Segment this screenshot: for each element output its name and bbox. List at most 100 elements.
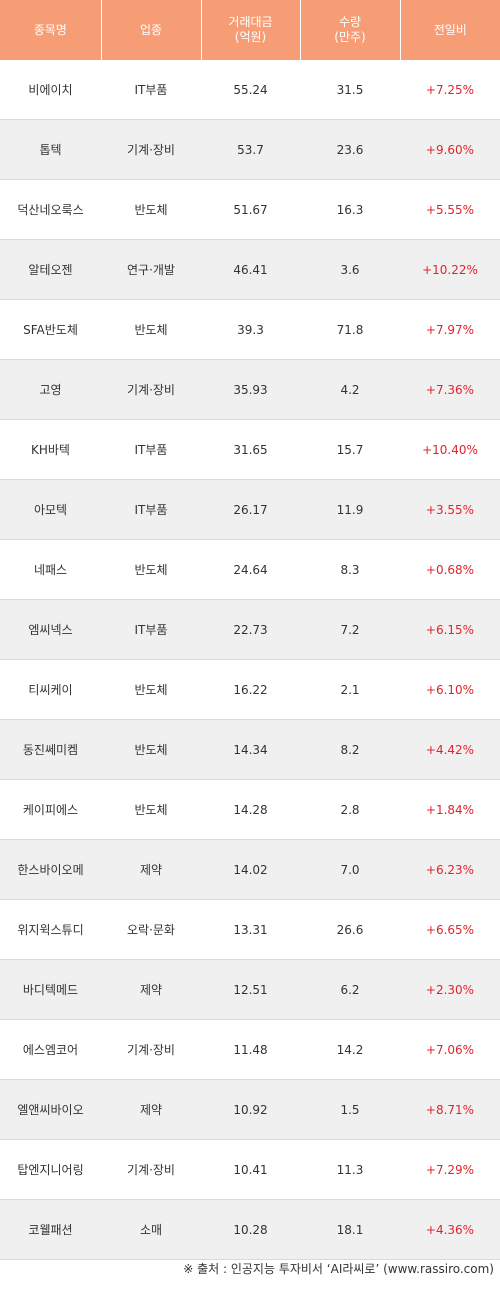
volume-cell: 3.6: [300, 239, 400, 300]
change-cell: +3.55%: [400, 479, 500, 540]
trade-amount-cell: 55.24: [201, 60, 300, 120]
change-cell: +6.23%: [400, 839, 500, 900]
sector-cell: 기계·장비: [101, 1139, 201, 1200]
header-row: 종목명 업종 거래대금 (억원) 수량 (만주) 전일비: [0, 0, 500, 60]
stock-name-cell: 덕산네오룩스: [0, 179, 101, 240]
table-row: 톱텍 기계·장비 53.7 23.6 +9.60%: [0, 119, 500, 180]
trade-amount-cell: 16.22: [201, 659, 300, 720]
volume-cell: 71.8: [300, 299, 400, 360]
stock-name-cell: 비에이치: [0, 60, 101, 120]
trade-amount-cell: 24.64: [201, 539, 300, 600]
volume-cell: 2.1: [300, 659, 400, 720]
sector-cell: 반도체: [101, 719, 201, 780]
stock-name-cell: 한스바이오메: [0, 839, 101, 900]
trade-amount-cell: 13.31: [201, 899, 300, 960]
volume-cell: 1.5: [300, 1079, 400, 1140]
stock-name-cell: 코웰패션: [0, 1199, 101, 1260]
stock-name-cell: 에스엠코어: [0, 1019, 101, 1080]
change-cell: +2.30%: [400, 959, 500, 1020]
change-cell: +7.06%: [400, 1019, 500, 1080]
table-row: 한스바이오메 제약 14.02 7.0 +6.23%: [0, 839, 500, 900]
stock-name-cell: 네패스: [0, 539, 101, 600]
header-stock-name-label: 종목명: [33, 22, 67, 37]
header-sector-label: 업종: [139, 22, 163, 37]
source-footer: ※ 출처 : 인공지능 투자비서 ‘AI라씨로’ (www.rassiro.co…: [183, 1262, 494, 1276]
stock-name-cell: 알테오젠: [0, 239, 101, 300]
change-cell: +7.25%: [400, 60, 500, 120]
volume-cell: 2.8: [300, 779, 400, 840]
trade-amount-cell: 12.51: [201, 959, 300, 1020]
stock-name-cell: 동진쎄미켐: [0, 719, 101, 780]
table-row: 탑엔지니어링 기계·장비 10.41 11.3 +7.29%: [0, 1139, 500, 1200]
trade-amount-cell: 11.48: [201, 1019, 300, 1080]
volume-cell: 4.2: [300, 359, 400, 420]
volume-cell: 15.7: [300, 419, 400, 480]
stock-name-cell: 톱텍: [0, 119, 101, 180]
header-volume-label: 수량: [338, 15, 362, 29]
stock-name-cell: 엘앤씨바이오: [0, 1079, 101, 1140]
volume-cell: 11.9: [300, 479, 400, 540]
table-body: 비에이치 IT부품 55.24 31.5 +7.25% 톱텍 기계·장비 53.7 23.6 +9…: [0, 60, 500, 1260]
stock-name-cell: SFA반도체: [0, 299, 101, 360]
table-row: 덕산네오룩스 반도체 51.67 16.3 +5.55%: [0, 179, 500, 240]
volume-cell: 7.0: [300, 839, 400, 900]
sector-cell: 기계·장비: [101, 359, 201, 420]
table-row: 에스엠코어 기계·장비 11.48 14.2 +7.06%: [0, 1019, 500, 1080]
table-row: 코웰패션 소매 10.28 18.1 +4.36%: [0, 1199, 500, 1260]
stock-name-cell: 위지윅스튜디: [0, 899, 101, 960]
sector-cell: IT부품: [101, 479, 201, 540]
change-cell: +5.55%: [400, 179, 500, 240]
table-row: 케이피에스 반도체 14.28 2.8 +1.84%: [0, 779, 500, 840]
table-row: SFA반도체 반도체 39.3 71.8 +7.97%: [0, 299, 500, 360]
sector-cell: 기계·장비: [101, 119, 201, 180]
table-row: 엘앤씨바이오 제약 10.92 1.5 +8.71%: [0, 1079, 500, 1140]
volume-cell: 7.2: [300, 599, 400, 660]
trade-amount-cell: 31.65: [201, 419, 300, 480]
header-change-label: 전일비: [433, 22, 467, 37]
header-change: 전일비: [399, 0, 500, 60]
sector-cell: 반도체: [101, 299, 201, 360]
header-sector: 업종: [100, 0, 201, 60]
trade-amount-cell: 46.41: [201, 239, 300, 300]
volume-cell: 31.5: [300, 60, 400, 120]
stock-name-cell: 엠씨넥스: [0, 599, 101, 660]
header-trade-amount-label: 거래대금: [228, 15, 273, 29]
sector-cell: 제약: [101, 1079, 201, 1140]
volume-cell: 16.3: [300, 179, 400, 240]
sector-cell: 기계·장비: [101, 1019, 201, 1080]
table-header: 종목명 업종 거래대금 (억원) 수량 (만주) 전일비: [0, 0, 500, 60]
stock-name-cell: 바디텍메드: [0, 959, 101, 1020]
trade-amount-cell: 26.17: [201, 479, 300, 540]
change-cell: +6.65%: [400, 899, 500, 960]
header-trade-amount: 거래대금 (억원): [200, 0, 300, 60]
trade-amount-cell: 53.7: [201, 119, 300, 180]
change-cell: +6.15%: [400, 599, 500, 660]
change-cell: +10.40%: [400, 419, 500, 480]
volume-cell: 8.2: [300, 719, 400, 780]
trade-amount-cell: 35.93: [201, 359, 300, 420]
sector-cell: 반도체: [101, 659, 201, 720]
table-row: 네패스 반도체 24.64 8.3 +0.68%: [0, 539, 500, 600]
trade-amount-cell: 10.41: [201, 1139, 300, 1200]
volume-cell: 26.6: [300, 899, 400, 960]
sector-cell: IT부품: [101, 419, 201, 480]
stock-name-cell: 아모텍: [0, 479, 101, 540]
volume-cell: 8.3: [300, 539, 400, 600]
change-cell: +1.84%: [400, 779, 500, 840]
change-cell: +4.42%: [400, 719, 500, 780]
table-row: 비에이치 IT부품 55.24 31.5 +7.25%: [0, 60, 500, 120]
header-trade-amount-unit: (억원): [234, 30, 267, 44]
volume-cell: 18.1: [300, 1199, 400, 1260]
trade-amount-cell: 10.28: [201, 1199, 300, 1260]
table-row: 엠씨넥스 IT부품 22.73 7.2 +6.15%: [0, 599, 500, 660]
change-cell: +10.22%: [400, 239, 500, 300]
change-cell: +7.36%: [400, 359, 500, 420]
table-row: KH바텍 IT부품 31.65 15.7 +10.40%: [0, 419, 500, 480]
sector-cell: 반도체: [101, 539, 201, 600]
header-stock-name: 종목명: [0, 0, 101, 60]
sector-cell: 반도체: [101, 779, 201, 840]
table-row: 고영 기계·장비 35.93 4.2 +7.36%: [0, 359, 500, 420]
table-row: 동진쎄미켐 반도체 14.34 8.2 +4.42%: [0, 719, 500, 780]
table-row: 티씨케이 반도체 16.22 2.1 +6.10%: [0, 659, 500, 720]
trade-amount-cell: 22.73: [201, 599, 300, 660]
